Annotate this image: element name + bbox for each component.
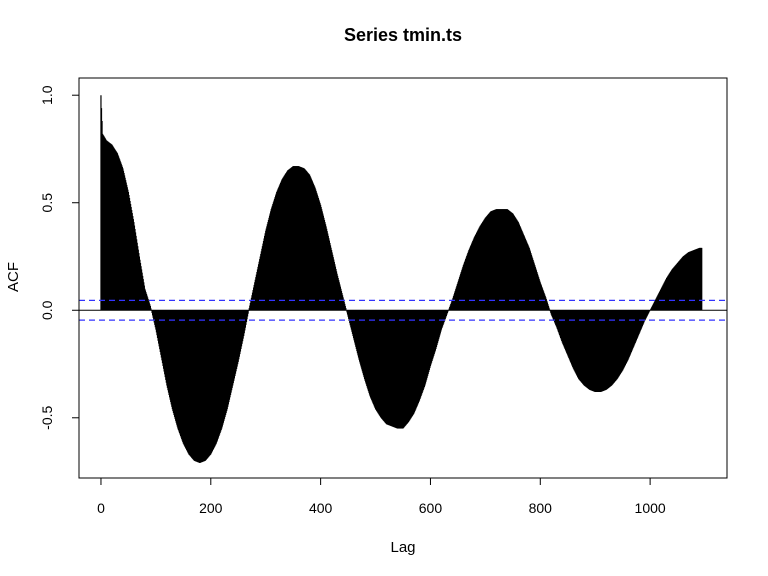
x-tick-label: 200 [199,500,223,516]
y-axis-label: ACF [5,262,22,292]
y-tick-label: -0.5 [39,406,55,430]
x-tick-label: 1000 [635,500,666,516]
x-tick-label: 800 [529,500,553,516]
x-tick-label: 0 [97,500,105,516]
reference-lines [79,299,727,321]
x-axis-label: Lag [390,539,415,556]
x-tick-label: 400 [309,500,333,516]
x-axis: 0 200 400 600 800 1000 [97,477,666,516]
y-tick-label: 0.0 [39,300,55,320]
chart-title: Series tmin.ts [344,25,462,45]
x-tick-label: 600 [419,500,443,516]
y-tick-label: 0.5 [39,193,55,213]
y-axis: -0.5 0.0 0.5 1.0 [39,85,80,430]
acf-bars [100,95,703,463]
y-tick-label: 1.0 [39,85,55,105]
